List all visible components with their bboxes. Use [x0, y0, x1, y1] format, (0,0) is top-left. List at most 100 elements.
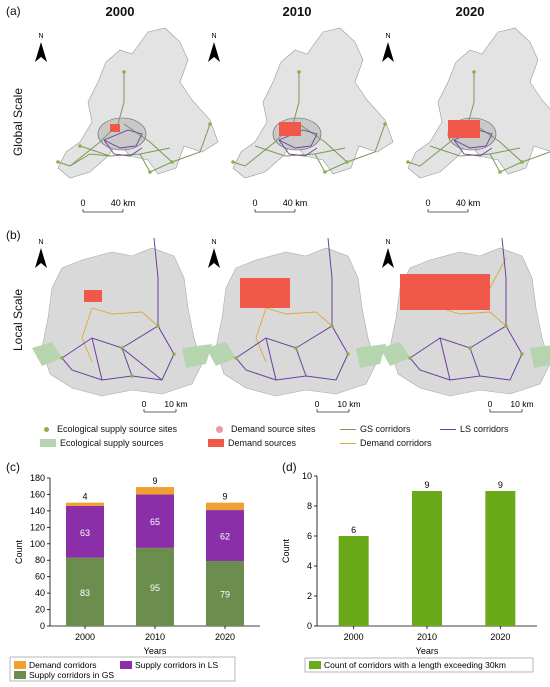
north-arrow-a-2000: N	[35, 33, 47, 62]
panel-label-a: (a)	[6, 4, 21, 18]
year-heading-2000: 2000	[105, 4, 135, 19]
y-tick-label: 40	[35, 588, 45, 598]
data-label: 83	[80, 588, 90, 598]
y-tick-label: 8	[307, 501, 312, 511]
x-axis-title: Years	[144, 646, 167, 656]
y-tick-label: 10	[302, 471, 312, 481]
legend-demand-sources: Demand sources	[208, 438, 296, 448]
bar-count-of-corridors-with-a-length-exceeding-30km	[412, 491, 442, 626]
scale-zero: 0	[252, 198, 257, 208]
legend-swatch	[14, 661, 26, 669]
legend-ls-corridors: LS corridors	[440, 424, 509, 434]
scale-zero: 0	[488, 399, 493, 409]
legend-gs-corridors: GS corridors	[340, 424, 411, 434]
y-tick-label: 6	[307, 531, 312, 541]
eco-source-swatch	[40, 439, 56, 447]
demand-site-swatch	[216, 425, 223, 433]
bar-count-of-corridors-with-a-length-exceeding-30km	[338, 536, 369, 626]
legend-eco-sources-label: Ecological supply sources	[60, 438, 164, 448]
north-arrow-b-2010: N	[208, 239, 220, 268]
data-label: 6	[351, 525, 356, 535]
legend-demand-sites: Demand source sites	[212, 424, 316, 434]
x-tick-label: 2010	[145, 632, 165, 642]
scale-zero: 0	[315, 399, 320, 409]
panel-label-b: (b)	[6, 228, 21, 242]
y-tick-label: 20	[35, 605, 45, 615]
demand-corridor-swatch	[340, 442, 356, 444]
scalebar-local-2010: 0 10 km	[315, 399, 361, 413]
bar-count-of-corridors-with-a-length-exceeding-30km	[485, 491, 516, 626]
chart-d-bars: 0 2 4 6 8 10 Count 2000 6 2010 9 2020 9 Years Count of…	[281, 471, 537, 673]
north-arrow-b-2020: N	[382, 239, 394, 268]
chart-c-legend: Demand corridors Supply corridors in LS Su…	[9, 656, 236, 682]
scale-zero: 0	[80, 198, 85, 208]
y-tick-label: 0	[40, 621, 45, 631]
panel-label-d: (d)	[282, 460, 297, 474]
y-tick-label: 80	[35, 555, 45, 565]
y-axis-title: Count	[14, 540, 24, 565]
year-heading-2020: 2020	[455, 4, 485, 19]
legend-swatch	[14, 671, 26, 679]
data-label: 9	[498, 480, 503, 490]
legend-eco-sites-label: Ecological supply source sites	[57, 424, 178, 434]
legend-demand-sources-label: Demand sources	[228, 438, 297, 448]
y-tick-label: 60	[35, 572, 45, 582]
chart-c-stacked-bars: 0 20 40 60 80 100 120 140 160 180 Count 2000 83 63 4 20…	[9, 473, 260, 682]
north-arrow-b-2000: N	[35, 239, 47, 268]
north-label: N	[38, 239, 43, 246]
y-tick-label: 4	[307, 561, 312, 571]
north-label: N	[385, 33, 390, 40]
x-tick-label: 2010	[417, 632, 437, 642]
y-tick-label: 0	[307, 621, 312, 631]
y-tick-label: 160	[30, 489, 45, 499]
data-label: 62	[220, 532, 230, 542]
data-label: 79	[220, 590, 230, 600]
bar-demand-corridors	[206, 502, 244, 511]
scale-end: 40 km	[283, 198, 308, 208]
global-map-2010	[231, 27, 394, 179]
local-map-2010	[206, 237, 386, 397]
scalebar-global-2010: 0 40 km	[252, 198, 308, 213]
x-axis-title: Years	[416, 646, 439, 656]
legend-demand-sites-label: Demand source sites	[231, 424, 316, 434]
demand-source-swatch	[208, 439, 224, 447]
y-axis-title: Count	[281, 539, 291, 564]
chart-d-legend: Count of corridors with a length exceedi…	[304, 657, 534, 673]
legend-label: Supply corridors in LS	[135, 660, 218, 670]
y-tick-label: 120	[30, 522, 45, 532]
x-tick-label: 2000	[75, 632, 95, 642]
legend-label: Count of corridors with a length exceedi…	[324, 660, 506, 670]
data-label: 9	[222, 492, 227, 502]
data-label: 9	[424, 480, 429, 490]
legend-swatch	[120, 661, 132, 669]
bar-supply-corridors-in-ls	[136, 494, 174, 548]
y-tick-label: 180	[30, 473, 45, 483]
local-map-2000	[32, 237, 212, 397]
map-legend: Ecological supply source sites Demand so…	[40, 424, 540, 456]
data-label: 65	[150, 517, 160, 527]
scalebar-global-2020: 0 40 km	[425, 198, 481, 213]
legend-gs-label: GS corridors	[360, 424, 411, 434]
year-heading-2010: 2010	[282, 4, 312, 19]
data-label: 95	[150, 583, 160, 593]
scalebar-global-2000: 0 40 km	[80, 198, 136, 213]
legend-demand-corridors-label: Demand corridors	[360, 438, 432, 448]
scale-end: 40 km	[456, 198, 481, 208]
eco-site-swatch	[44, 426, 49, 432]
legend-label: Demand corridors	[29, 660, 97, 670]
bar-supply-corridors-in-gs	[136, 547, 174, 626]
x-tick-label: 2020	[490, 632, 510, 642]
global-map-2000	[56, 27, 219, 179]
north-label: N	[211, 239, 216, 246]
scalebar-local-2020: 0 10 km	[488, 399, 534, 413]
bar-supply-corridors-in-ls	[66, 505, 104, 558]
north-label: N	[385, 239, 390, 246]
ls-swatch	[440, 428, 456, 430]
legend-frame	[304, 657, 534, 673]
scale-end: 10 km	[337, 399, 360, 409]
bar-demand-corridors	[136, 487, 174, 495]
bar-supply-corridors-in-gs	[66, 557, 104, 626]
legend-ls-label: LS corridors	[460, 424, 509, 434]
global-map-2020	[406, 27, 550, 179]
scale-end: 40 km	[111, 198, 136, 208]
